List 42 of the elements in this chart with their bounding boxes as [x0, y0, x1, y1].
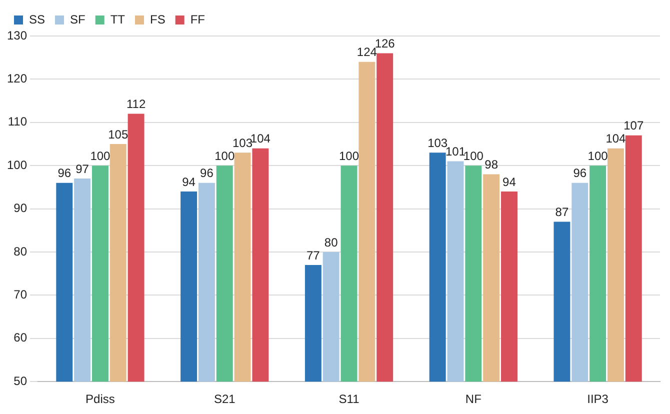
data-label: 126	[374, 36, 396, 51]
y-tick-label: 120	[6, 72, 28, 86]
x-tick-label: IIP3	[587, 392, 609, 406]
data-label: 103	[428, 136, 448, 150]
data-label: 105	[108, 127, 128, 142]
x-tick-label: Pdiss	[86, 392, 115, 406]
y-tick-label: 70	[14, 288, 28, 302]
data-label: 80	[324, 235, 338, 250]
data-label: 112	[126, 97, 146, 112]
data-label: 100	[588, 148, 608, 163]
data-label: 107	[624, 118, 644, 133]
legend-label: FS	[150, 12, 166, 26]
data-label: 98	[484, 158, 498, 172]
legend-label: FF	[190, 12, 206, 26]
data-label: 100	[338, 148, 360, 163]
y-tick-label: 50	[14, 374, 28, 388]
data-label: 96	[573, 166, 587, 180]
data-label: 96	[200, 166, 214, 180]
y-tick-label: 90	[14, 201, 28, 216]
y-tick-label: 100	[6, 158, 28, 172]
legend-label: TT	[110, 12, 126, 26]
y-tick-label: 110	[8, 114, 28, 129]
y-tick-label: 80	[14, 244, 28, 258]
legend-label: SF	[70, 12, 86, 26]
data-label: 104	[606, 132, 626, 146]
data-label: 100	[463, 148, 484, 163]
legend-label: SS	[29, 12, 46, 26]
x-tick-label: S21	[214, 392, 236, 406]
y-tick-label: 60	[14, 330, 28, 345]
x-tick-label: NF	[465, 392, 482, 406]
data-label: 87	[555, 205, 569, 220]
data-label: 100	[90, 148, 111, 163]
data-label: 94	[182, 174, 196, 189]
data-label: 124	[356, 45, 378, 60]
x-tick-label: S11	[338, 392, 360, 406]
data-label: 96	[58, 166, 72, 180]
y-tick-label: 130	[6, 28, 28, 42]
data-label: 100	[214, 148, 235, 163]
data-label: 94	[502, 174, 516, 189]
data-label: 97	[76, 162, 90, 176]
data-label: 77	[306, 248, 320, 262]
data-label: 103	[232, 136, 253, 150]
